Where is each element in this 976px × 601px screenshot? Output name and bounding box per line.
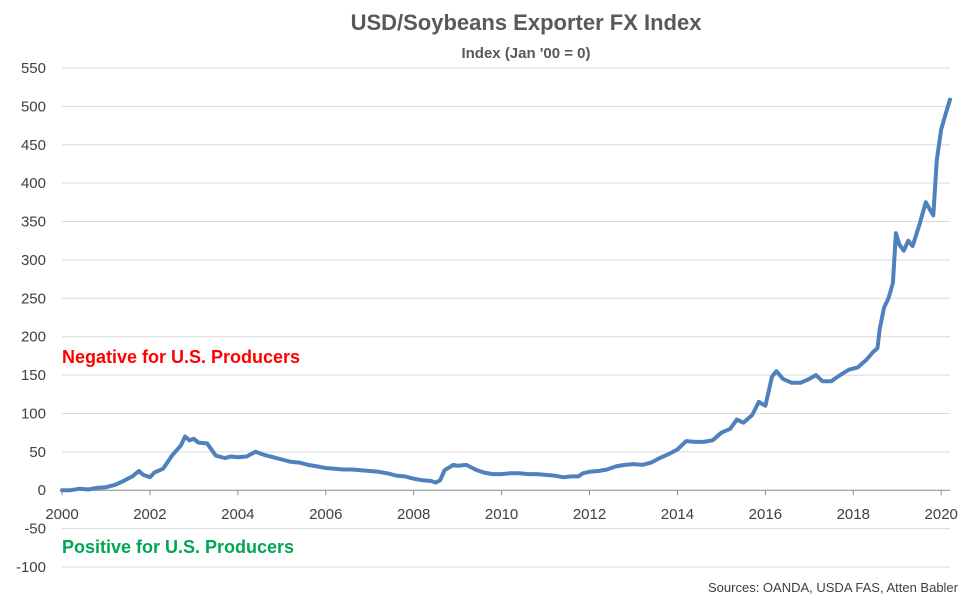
- series-group: [60, 97, 952, 493]
- x-axis-tick-labels: 2000 2002 2004 2006 2008 2010 2012 2014 2016 2018…: [45, 490, 958, 523]
- y-tick-label: 50: [29, 444, 46, 461]
- x-tick-label: 2002: [133, 506, 166, 523]
- y-tick-label: 500: [21, 98, 46, 115]
- y-tick-label: 550: [21, 60, 46, 77]
- y-tick-label: 350: [21, 214, 46, 231]
- x-tick-label: 2006: [309, 506, 342, 523]
- negative-annotation: Negative for U.S. Producers: [62, 347, 300, 367]
- y-tick-label: -50: [24, 521, 46, 538]
- positive-annotation: Positive for U.S. Producers: [62, 537, 294, 557]
- gridlines: [62, 67, 950, 568]
- x-tick-label: 2020: [925, 506, 958, 523]
- y-tick-label: 450: [21, 137, 46, 154]
- y-tick-label: -100: [16, 559, 46, 576]
- x-tick-label: 2008: [397, 506, 430, 523]
- y-tick-label: 100: [21, 405, 46, 422]
- x-tick-label: 2012: [573, 506, 606, 523]
- x-tick-label: 2000: [45, 506, 78, 523]
- y-tick-label: 150: [21, 367, 46, 384]
- y-tick-label: 200: [21, 329, 46, 346]
- x-tick-label: 2010: [485, 506, 518, 523]
- chart-subtitle: Index (Jan '00 = 0): [461, 45, 590, 62]
- chart-title: USD/Soybeans Exporter FX Index: [351, 10, 703, 35]
- y-tick-label: 250: [21, 290, 46, 307]
- y-tick-label: 400: [21, 175, 46, 192]
- x-tick-label: 2014: [661, 506, 694, 523]
- source-note: Sources: OANDA, USDA FAS, Atten Babler: [708, 580, 959, 595]
- x-tick-label: 2004: [221, 506, 254, 523]
- y-tick-label: 0: [38, 482, 46, 499]
- x-tick-label: 2018: [837, 506, 870, 523]
- x-tick-label: 2016: [749, 506, 782, 523]
- y-tick-label: 300: [21, 252, 46, 269]
- series-line-0: [60, 97, 952, 493]
